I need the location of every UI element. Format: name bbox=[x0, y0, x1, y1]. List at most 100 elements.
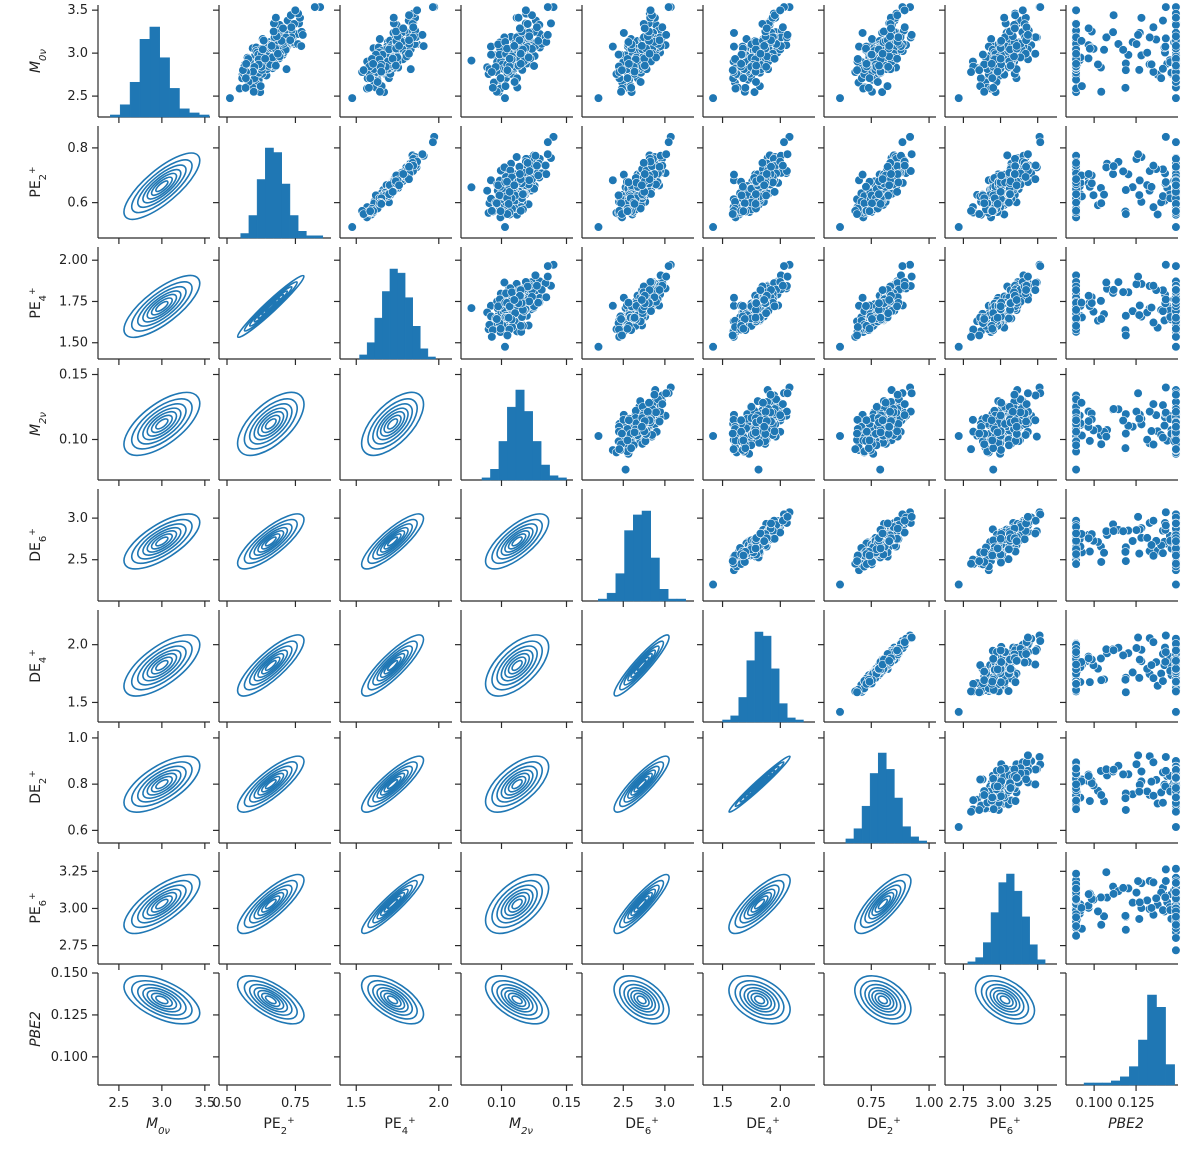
scatter-point bbox=[404, 10, 414, 20]
scatter-point bbox=[857, 28, 868, 38]
scatter-point bbox=[286, 22, 296, 32]
cell-PE2-PE4 bbox=[334, 126, 452, 244]
scatter-point bbox=[729, 293, 739, 303]
scatter-point bbox=[1118, 166, 1128, 176]
scatter-point bbox=[1071, 5, 1081, 15]
scatter-point bbox=[1035, 137, 1045, 147]
scatter-point bbox=[616, 87, 626, 97]
scatter-point bbox=[514, 35, 525, 45]
scatter-point bbox=[761, 62, 771, 72]
kde-contour bbox=[123, 391, 201, 457]
scatter-point bbox=[1083, 53, 1094, 63]
scatter-point bbox=[1010, 161, 1020, 171]
scatter-point bbox=[1160, 42, 1170, 52]
scatter-point bbox=[412, 5, 422, 15]
scatter-point bbox=[782, 388, 793, 398]
scatter-point bbox=[527, 10, 537, 20]
scatter-point bbox=[1101, 277, 1111, 288]
scatter-point bbox=[1145, 32, 1155, 43]
scatter-point bbox=[532, 161, 542, 171]
scatter-point bbox=[1146, 302, 1157, 313]
scatter-point bbox=[417, 149, 428, 159]
hist-bar bbox=[515, 389, 525, 481]
scatter-point bbox=[1093, 59, 1103, 70]
scatter-point bbox=[751, 427, 761, 437]
scatter-point bbox=[954, 222, 964, 232]
hist-bar bbox=[149, 26, 160, 118]
scatter-point bbox=[500, 93, 510, 103]
scatter-point bbox=[661, 30, 671, 40]
scatter-point bbox=[1021, 172, 1031, 182]
scatter-point bbox=[541, 169, 551, 179]
scatter-point bbox=[487, 332, 497, 342]
scatter-point bbox=[966, 332, 976, 342]
hist-bar bbox=[110, 114, 121, 118]
scatter-point bbox=[1031, 160, 1041, 171]
scatter-point bbox=[500, 342, 510, 352]
scatter-point bbox=[778, 161, 788, 171]
scatter-point bbox=[509, 41, 519, 51]
scatter-point bbox=[624, 415, 634, 425]
scatter-point bbox=[259, 36, 269, 46]
scatter-point bbox=[466, 55, 477, 66]
scatter-point bbox=[736, 415, 746, 425]
scatter-point bbox=[290, 5, 300, 15]
scatter-point bbox=[398, 23, 408, 33]
scatter-point bbox=[1099, 45, 1109, 55]
scatter-point bbox=[954, 342, 964, 352]
scatter-point bbox=[1146, 59, 1157, 69]
scatter-point bbox=[364, 83, 374, 93]
scatter-point bbox=[1071, 158, 1081, 168]
scatter-point bbox=[523, 19, 533, 29]
kde-contour bbox=[376, 407, 409, 441]
scatter-point bbox=[644, 49, 655, 59]
scatter-point bbox=[883, 308, 893, 318]
scatter-point bbox=[593, 93, 604, 103]
scatter-point bbox=[1071, 19, 1081, 29]
scatter-point bbox=[708, 342, 718, 352]
scatter-point bbox=[1148, 317, 1159, 328]
cell-M0v-PE4 bbox=[334, 2, 452, 123]
scatter-point bbox=[979, 87, 989, 97]
scatter-point bbox=[1071, 198, 1081, 208]
scatter-point bbox=[593, 431, 604, 441]
scatter-point bbox=[1096, 296, 1106, 306]
scatter-point bbox=[496, 206, 506, 216]
scatter-point bbox=[1023, 271, 1033, 282]
scatter-point bbox=[1077, 81, 1087, 91]
scatter-point bbox=[1171, 162, 1181, 172]
cell-M2v-DE2 bbox=[818, 368, 936, 486]
scatter-point bbox=[1084, 169, 1094, 179]
scatter-point bbox=[543, 271, 553, 282]
scatter-point bbox=[1002, 150, 1012, 160]
scatter-point bbox=[510, 77, 520, 87]
scatter-point bbox=[1021, 285, 1031, 295]
scatter-point bbox=[626, 83, 636, 93]
scatter-point bbox=[637, 41, 647, 51]
cell-M2v-PE2 bbox=[213, 368, 331, 486]
y-tick-label: 0.8 bbox=[67, 141, 88, 156]
scatter-point bbox=[543, 2, 553, 12]
scatter-point bbox=[1035, 261, 1045, 271]
scatter-point bbox=[466, 182, 477, 192]
scatter-point bbox=[629, 313, 640, 323]
scatter-point bbox=[738, 73, 748, 83]
scatter-point bbox=[1109, 161, 1119, 171]
scatter-point bbox=[1076, 298, 1087, 308]
scatter-point bbox=[649, 390, 660, 400]
cell-M2v-DE6 bbox=[576, 368, 694, 486]
scatter-point bbox=[529, 61, 539, 71]
scatter-point bbox=[761, 308, 771, 318]
scatter-point bbox=[1101, 32, 1111, 43]
hist-bar bbox=[498, 441, 508, 481]
hist-bar bbox=[359, 354, 368, 360]
scatter-point bbox=[874, 189, 884, 199]
scatter-point bbox=[1010, 23, 1020, 33]
scatter-point bbox=[225, 93, 235, 103]
scatter-point bbox=[740, 443, 750, 453]
scatter-point bbox=[645, 5, 656, 15]
scatter-point bbox=[1010, 10, 1020, 20]
scatter-point bbox=[298, 30, 308, 40]
hist-bar bbox=[412, 326, 421, 360]
scatter-point bbox=[905, 260, 915, 270]
